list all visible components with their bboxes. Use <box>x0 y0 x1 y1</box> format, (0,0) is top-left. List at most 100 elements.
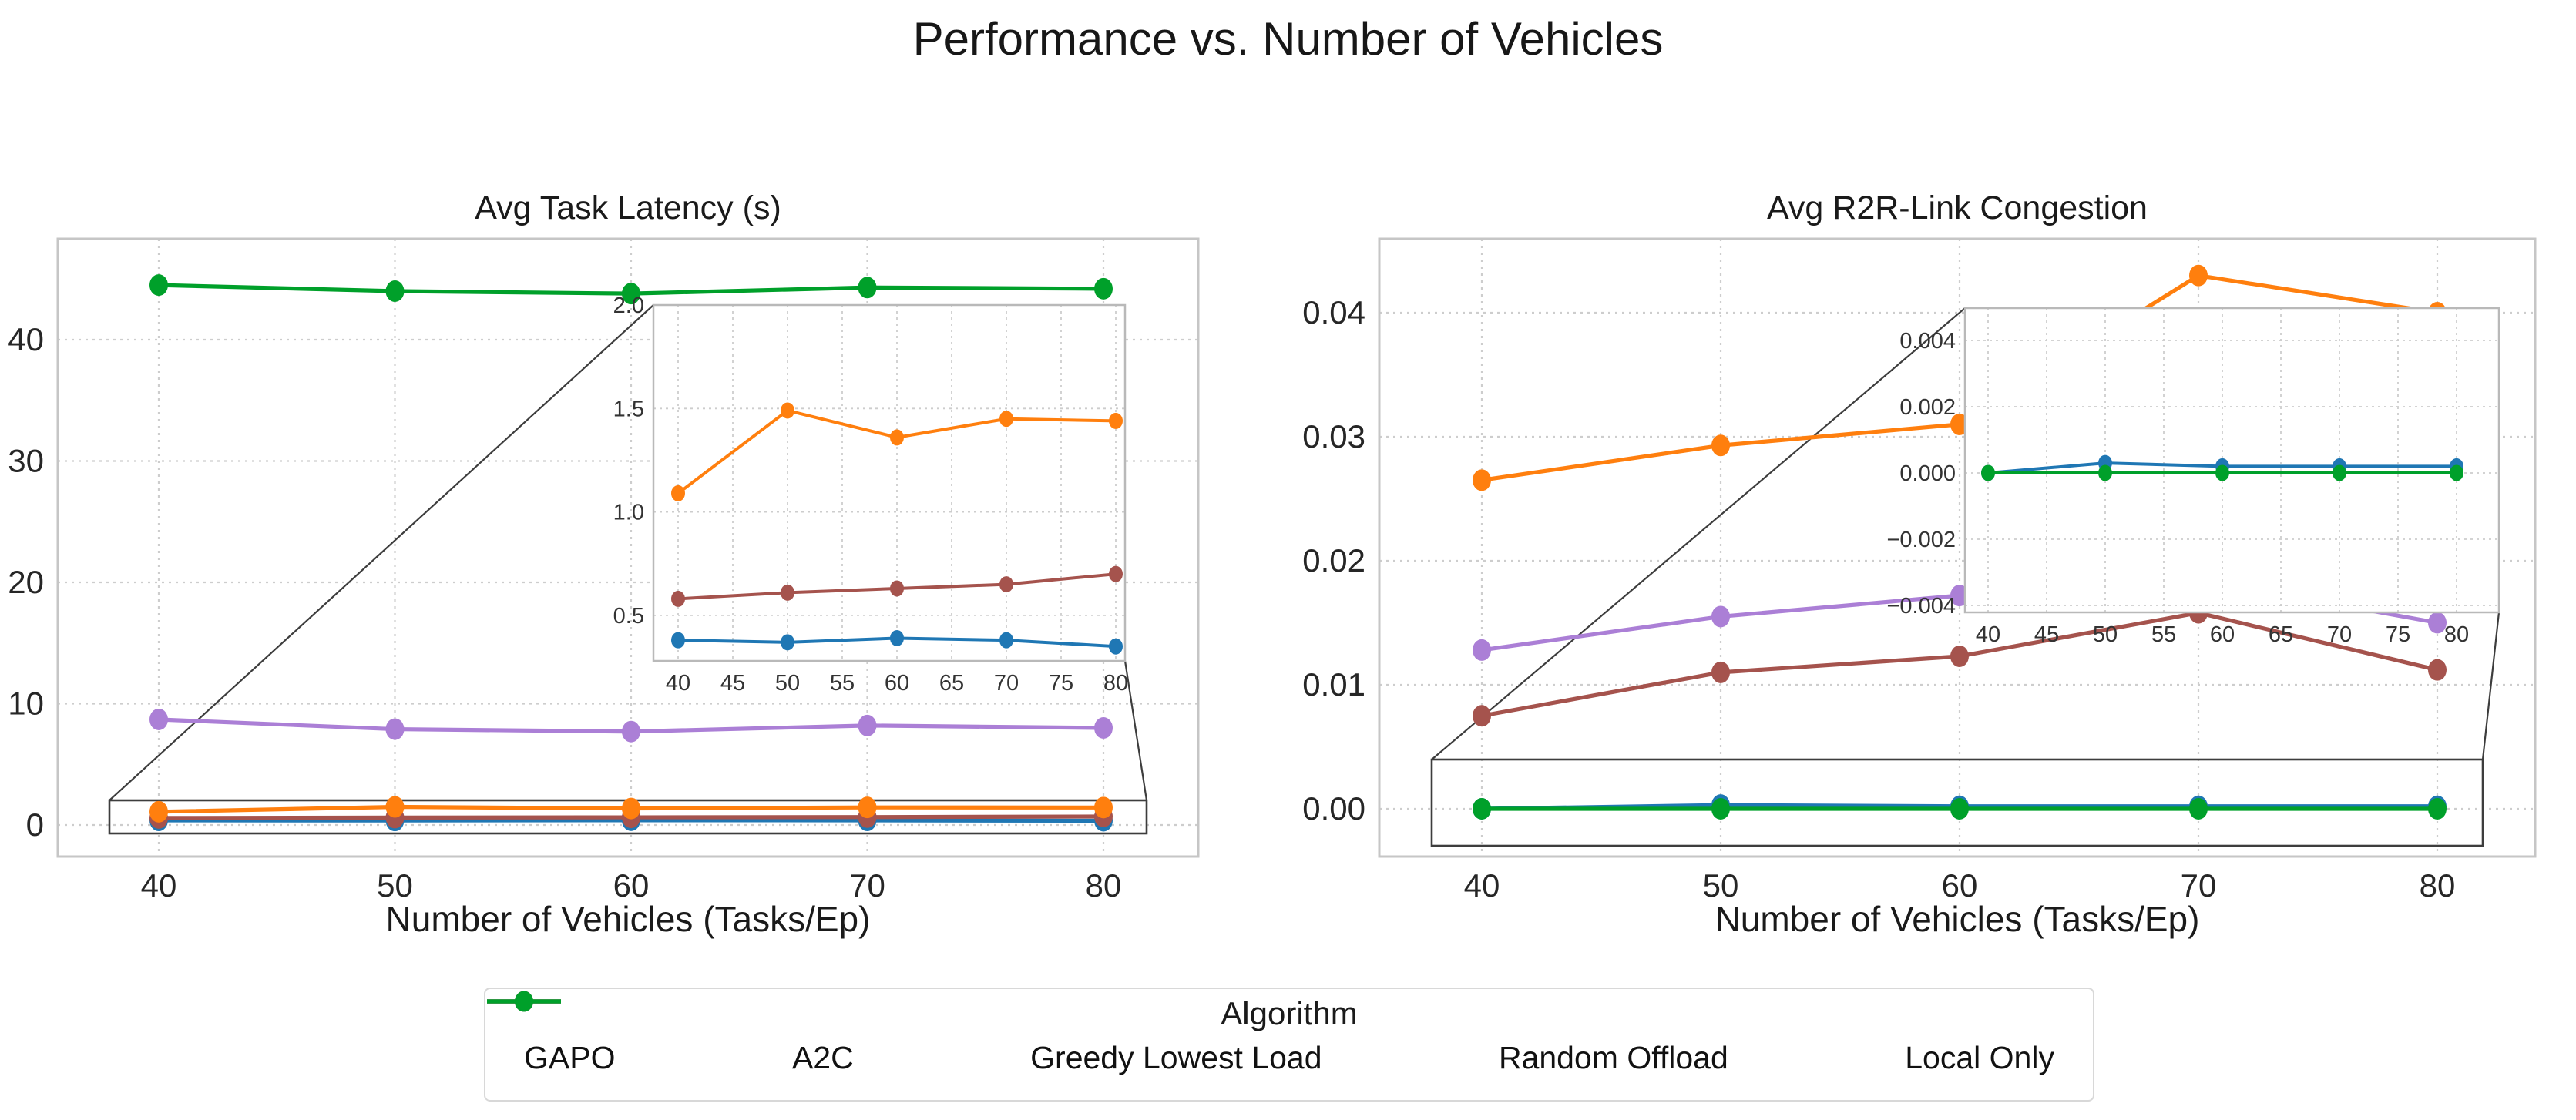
legend-entry-a2c: A2C <box>487 991 854 1076</box>
right-inset-bg <box>1965 308 2499 612</box>
data-point <box>1094 796 1113 819</box>
data-point <box>385 280 405 302</box>
right-zoom-rect <box>1430 758 2484 847</box>
data-point <box>890 629 904 646</box>
inset-x-tick-label: 40 <box>666 671 690 696</box>
data-point <box>1109 412 1123 429</box>
data-point <box>890 580 904 597</box>
legend-label: Random Offload <box>1498 1040 1728 1075</box>
data-point <box>1094 717 1113 739</box>
right-zoom-connector <box>2481 612 2500 760</box>
data-point <box>149 708 168 730</box>
legend-marker-local-only-icon <box>487 991 561 1012</box>
inset-y-tick-label: 1.0 <box>613 501 644 525</box>
inset-y-tick-label: 0.000 <box>1899 461 1956 486</box>
inset-y-tick-label: −0.002 <box>1886 528 1956 552</box>
legend-entry-random-offload: Random Offload <box>487 991 1728 1076</box>
data-point <box>1473 639 1491 661</box>
data-point <box>999 576 1013 593</box>
left-inset-bg <box>653 305 1125 661</box>
x-tick-label: 40 <box>1464 867 1500 904</box>
y-tick-label: 0.04 <box>1302 294 1365 330</box>
inset-x-tick-label: 45 <box>720 671 745 696</box>
inset-series-local-only-points <box>1981 464 2463 481</box>
legend-entry-local-only: Local Only <box>487 991 2054 1076</box>
left-plot: 40 50 60 70 80 0 10 20 30 40 40 45 50 55 60 65 70 75 80 0.5… <box>8 237 1200 904</box>
inset-series-greedy-lowest-load-points <box>671 402 1123 501</box>
data-point <box>2428 798 2447 820</box>
data-point <box>781 584 794 601</box>
data-point <box>1711 434 1730 457</box>
data-point <box>385 796 405 818</box>
series-local-only-points <box>149 274 1113 305</box>
x-tick-label: 60 <box>1942 867 1978 904</box>
data-point <box>2189 264 2208 287</box>
inset-y-tick-label: 0.002 <box>1899 395 1956 420</box>
data-point <box>671 590 685 607</box>
legend-title: Algorithm <box>1221 995 1358 1031</box>
series-random-offload-points <box>149 708 1113 743</box>
y-tick-label: 0.03 <box>1302 418 1365 454</box>
data-point <box>1711 798 1730 820</box>
inset-x-tick-label: 80 <box>2444 622 2469 647</box>
data-point <box>2450 464 2463 481</box>
x-tick-label: 80 <box>1086 867 1122 904</box>
inset-y-tick-label: 0.5 <box>613 604 644 629</box>
x-tick-label: 70 <box>849 867 885 904</box>
data-point <box>622 283 640 305</box>
y-tick-label: 10 <box>8 686 44 722</box>
y-tick-label: 40 <box>8 321 44 357</box>
legend-entry-gapo: GAPO <box>487 991 616 1076</box>
series-greedy-lowest-load-points <box>149 796 1113 823</box>
right-tick-labels: 40 50 60 70 80 0.00 0.01 0.02 0.03 0.04 <box>1302 294 2455 904</box>
right-plot: 40 50 60 70 80 0.00 0.01 0.02 0.03 0.04 40 45 50 55 60… <box>1302 237 2537 904</box>
right-inset-tick-labels: 40 45 50 55 60 65 70 75 80 0.004 0.002 0.000 −0.002 −… <box>1886 329 2469 647</box>
data-point <box>622 720 640 743</box>
data-point <box>149 800 168 823</box>
inset-x-tick-label: 60 <box>2210 622 2235 647</box>
inset-x-tick-label: 75 <box>2386 622 2410 647</box>
data-point <box>1950 645 1969 667</box>
y-tick-label: 0.01 <box>1302 666 1365 703</box>
right-inset: 40 45 50 55 60 65 70 75 80 0.004 0.002 0.000 −0.002 −… <box>1886 307 2500 647</box>
inset-x-tick-label: 70 <box>994 671 1019 696</box>
data-point <box>1981 464 1995 481</box>
inset-x-tick-label: 65 <box>2269 622 2293 647</box>
series-local-only-points <box>1473 798 2447 820</box>
data-point <box>149 274 168 297</box>
left-inset: 40 45 50 55 60 65 70 75 80 0.5 1.0 1.5 2.0 <box>613 293 1128 696</box>
legend-label: GAPO <box>524 1040 616 1075</box>
inset-y-tick-label: 1.5 <box>613 397 644 421</box>
left-zoom-connector <box>1123 660 1148 801</box>
y-tick-label: 0 <box>26 806 44 843</box>
data-point <box>1711 605 1730 628</box>
figure-suptitle: Performance vs. Number of Vehicles <box>912 13 1664 65</box>
inset-x-tick-label: 55 <box>2151 622 2176 647</box>
data-point <box>1711 661 1730 683</box>
data-point <box>1109 638 1123 655</box>
x-tick-label: 50 <box>377 867 413 904</box>
y-tick-label: 0.02 <box>1302 542 1365 578</box>
left-zoom-connector <box>109 304 654 801</box>
inset-y-tick-label: 2.0 <box>613 293 644 318</box>
data-point <box>2428 659 2447 681</box>
data-point <box>781 402 794 419</box>
legend-label: A2C <box>791 1040 854 1075</box>
inset-x-tick-label: 40 <box>1976 622 2000 647</box>
right-zoom-connector <box>1431 307 1966 760</box>
inset-x-tick-label: 65 <box>939 671 964 696</box>
legend-label: Local Only <box>1905 1040 2054 1075</box>
data-point <box>1473 798 1491 820</box>
left-inset-tick-labels: 40 45 50 55 60 65 70 75 80 0.5 1.0 1.5 2.0 <box>613 293 1128 696</box>
inset-x-tick-label: 70 <box>2327 622 2352 647</box>
inset-series-gapo-points <box>671 629 1123 655</box>
legend: Algorithm GAPO A2C Greedy Lowest Load Rando… <box>484 988 2094 1102</box>
inset-x-tick-label: 80 <box>1103 671 1128 696</box>
inset-x-tick-label: 75 <box>1049 671 1073 696</box>
data-point <box>1473 469 1491 491</box>
left-inset-frame <box>652 303 1127 662</box>
x-tick-label: 40 <box>141 867 177 904</box>
legend-entry-greedy-lowest-load: Greedy Lowest Load <box>487 991 1322 1076</box>
